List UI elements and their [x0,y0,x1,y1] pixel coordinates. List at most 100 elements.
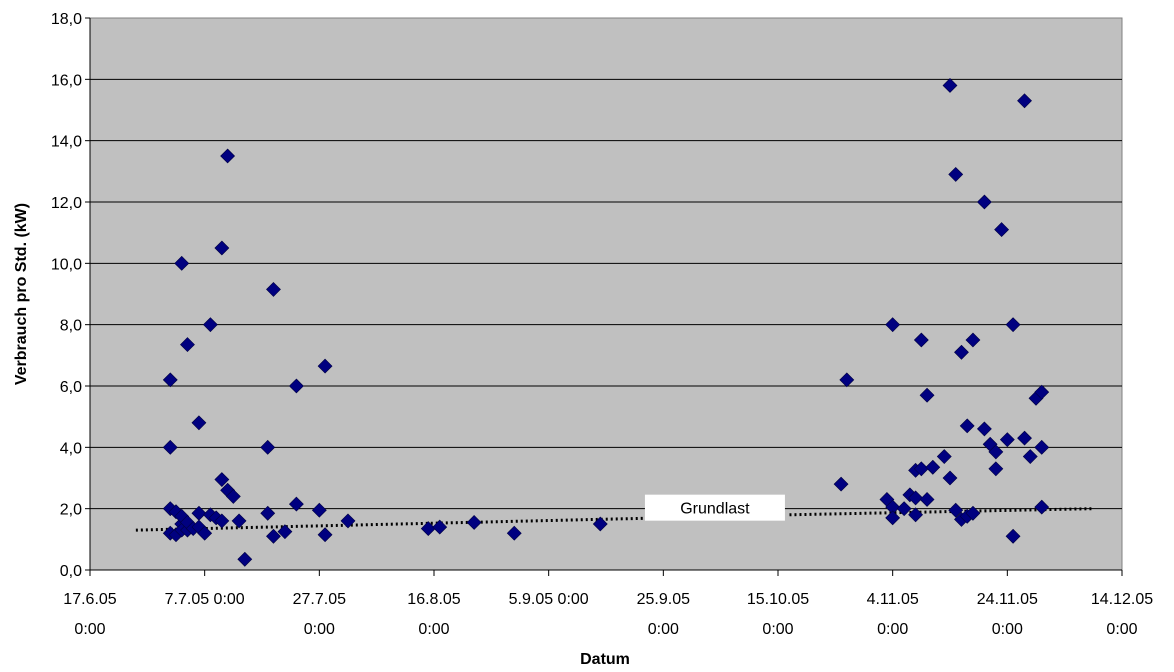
data-point [191,415,207,431]
y-tick-label: 4,0 [60,440,82,457]
data-point [1005,317,1021,333]
x-tick-label: 24.11.05 [977,591,1038,608]
data-point [1034,499,1050,515]
data-point [1034,384,1050,400]
annotation-box [644,494,785,521]
data-point [260,439,276,455]
x-axis: 17.6.05 0:00 7.7.05 0:00 27.7.05 0:00 16.8.05… [63,569,1153,638]
data-point [976,194,992,210]
trendlines [135,507,1094,532]
data-point [919,387,935,403]
y-axis-title: Verbrauch pro Std. (kW) [13,203,30,385]
data-point [197,525,213,541]
data-point [994,222,1010,238]
annotations: Grundlast [644,494,785,521]
x-tick-label: 5.9.05 0:00 [509,591,589,608]
x-tick-label-line2: 0:00 [877,621,908,638]
data-point [942,78,958,93]
data-point [317,527,333,543]
y-tick-label: 10,0 [51,256,82,273]
x-tick-label: 25.9.05 [637,591,690,608]
data-point [288,378,304,394]
data-point [1017,430,1032,446]
y-tick-label: 6,0 [60,379,82,396]
data-point [311,502,327,518]
data-point [174,255,190,271]
data-point [260,505,276,521]
data-point [988,461,1004,477]
data-point [954,344,969,360]
x-tick-label: 4.11.05 [867,591,919,608]
data-point [288,496,304,512]
data-point [220,148,236,164]
data-point [913,461,929,477]
trendline [789,507,1094,517]
data-point [231,513,247,529]
y-tick-label: 18,0 [51,11,82,28]
data-point [908,490,924,506]
data-point [214,240,230,256]
data-point [592,516,608,532]
x-tick-label-line2: 0:00 [1106,621,1137,638]
data-point [266,281,281,297]
data-point [936,449,952,464]
data-point [988,444,1004,460]
y-tick-label: 2,0 [60,502,82,519]
data-point [913,332,929,348]
data-point [1034,439,1050,455]
data-point [908,507,924,523]
y-tick-label: 8,0 [60,318,82,335]
data-point [999,432,1015,448]
x-tick-label: 16.8.05 [407,591,460,608]
data-points [162,78,1050,567]
x-tick-label-line2: 0:00 [74,621,105,638]
data-point [191,505,207,521]
y-tick-label: 14,0 [51,134,82,151]
data-point [266,528,281,544]
data-point [214,513,230,529]
x-tick-label: 15.10.05 [747,591,809,608]
y-tick-label: 12,0 [51,195,82,212]
x-tick-label-line2: 0:00 [304,621,335,638]
data-point [839,372,855,388]
x-tick-label: 27.7.05 [293,591,346,608]
data-point [162,372,178,388]
data-point [466,515,482,530]
data-point [277,524,293,540]
data-point [948,502,964,518]
y-tick-label: 0,0 [60,563,82,580]
data-point [162,439,178,455]
data-point [1022,449,1038,464]
y-tick-label: 16,0 [51,72,82,89]
data-point [340,513,356,529]
data-point [948,166,964,182]
data-point [833,476,849,492]
data-point [925,459,941,475]
x-axis-title: Datum [580,651,630,668]
data-point [237,551,253,567]
x-tick-label: 14.12.05 [1091,591,1153,608]
data-point [959,418,975,434]
data-point [214,472,230,487]
data-point [976,421,992,437]
data-point [180,337,195,353]
data-point [885,510,901,526]
x-tick-label-line2: 0:00 [992,621,1023,638]
data-point [965,505,981,521]
x-tick-label-line2: 0:00 [762,621,793,638]
data-point [420,521,436,537]
data-point [432,519,448,535]
data-point [942,470,958,486]
data-point [506,525,522,541]
data-point [317,358,333,374]
data-point [1017,93,1032,109]
data-point [919,492,935,507]
data-point [1005,528,1021,544]
data-point [885,317,901,333]
x-tick-label: 7.7.05 0:00 [165,591,245,608]
y-axis: 0,0 2,0 4,0 6,0 8,0 10,0 12,0 14,0 16,0 18,0 [51,11,91,580]
data-point [896,501,912,517]
plot-area [89,17,1123,571]
x-tick-label-line2: 0:00 [418,621,449,638]
